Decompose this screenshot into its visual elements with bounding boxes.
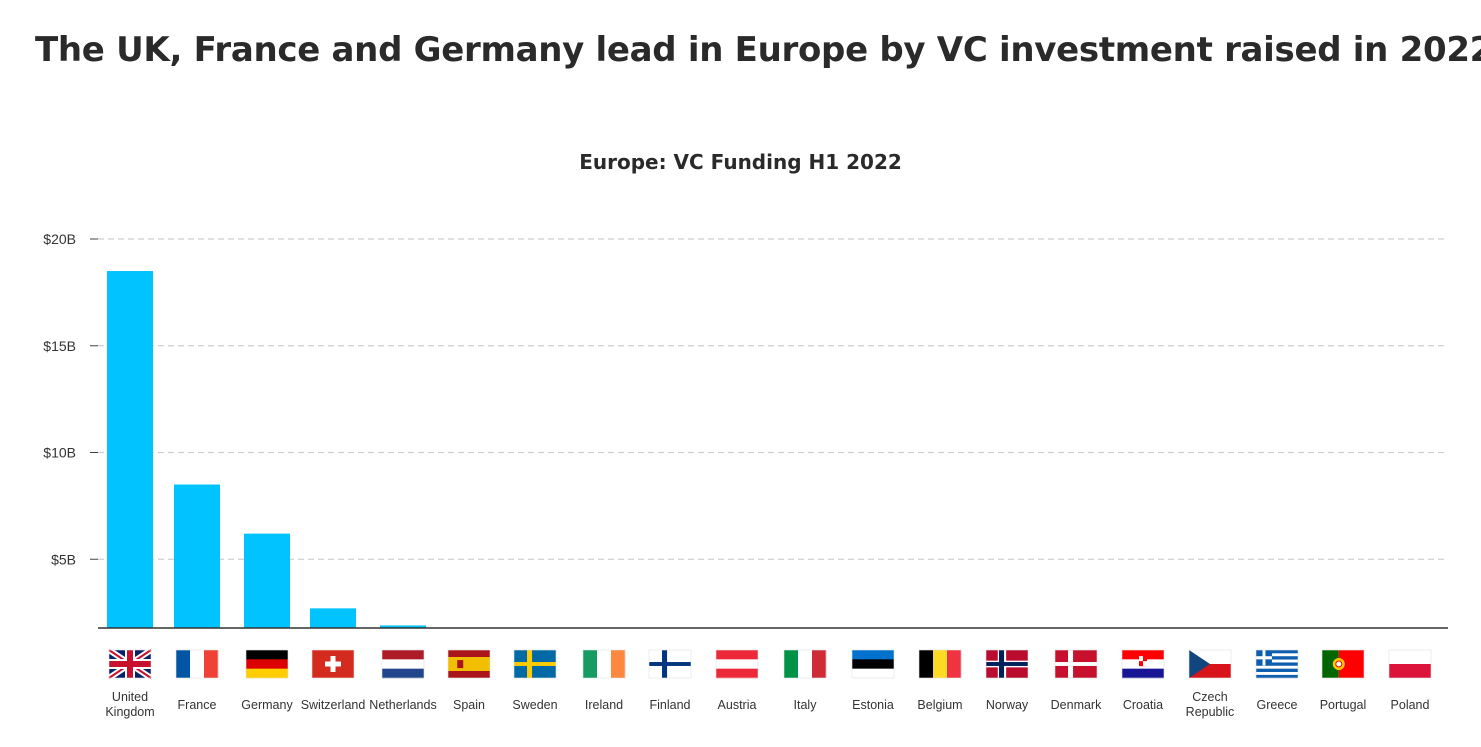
x-tick-label: Estonia xyxy=(852,698,894,712)
x-tick-label: Portugal xyxy=(1320,698,1367,712)
y-tick-label: $15B xyxy=(43,338,76,354)
italy-flag-icon xyxy=(783,649,827,679)
x-tick-label: United xyxy=(112,690,148,704)
norway-flag-icon xyxy=(985,649,1029,679)
x-tick-label: Republic xyxy=(1186,705,1235,719)
croatia-flag-icon xyxy=(1121,649,1165,679)
czech-flag-icon xyxy=(1188,649,1232,679)
x-tick-label: Kingdom xyxy=(105,705,154,719)
poland-flag-icon xyxy=(1388,649,1432,679)
bar xyxy=(310,608,356,628)
chart-title: Europe: VC Funding H1 2022 xyxy=(579,150,902,174)
x-tick-label: Croatia xyxy=(1123,698,1163,712)
x-tick-label: Norway xyxy=(986,698,1029,712)
sweden-flag-icon xyxy=(513,649,557,679)
switzerland-flag-icon xyxy=(311,649,355,679)
greece-flag-icon xyxy=(1255,649,1299,679)
finland-flag-icon xyxy=(648,649,692,679)
denmark-flag-icon xyxy=(1054,649,1098,679)
bar xyxy=(107,271,153,628)
bar xyxy=(244,533,290,628)
spain-flag-icon xyxy=(447,649,491,679)
x-tick-label: Finland xyxy=(650,698,691,712)
x-tick-label: Spain xyxy=(453,698,485,712)
y-tick-label: $5B xyxy=(51,551,76,567)
y-tick-label: $20B xyxy=(43,231,76,247)
x-tick-label: Switzerland xyxy=(301,698,366,712)
x-tick-label: Belgium xyxy=(917,698,962,712)
x-tick-label: Austria xyxy=(718,698,757,712)
ireland-flag-icon xyxy=(582,649,626,679)
uk-flag-icon xyxy=(107,647,153,681)
netherlands-flag-icon xyxy=(381,649,425,679)
bar xyxy=(380,625,426,628)
austria-flag-icon xyxy=(715,649,759,679)
x-tick-label: Netherlands xyxy=(369,698,436,712)
x-tick-label: Greece xyxy=(1257,698,1298,712)
portugal-flag-icon xyxy=(1321,649,1365,679)
x-tick-label: Ireland xyxy=(585,698,623,712)
x-tick-label: Italy xyxy=(794,698,818,712)
x-tick-label: Denmark xyxy=(1051,698,1102,712)
x-tick-label: Czech xyxy=(1192,690,1227,704)
x-tick-label: France xyxy=(178,698,217,712)
x-tick-label: Poland xyxy=(1391,698,1430,712)
y-tick-label: $10B xyxy=(43,445,76,461)
x-tick-label: Germany xyxy=(241,698,293,712)
germany-flag-icon xyxy=(245,649,289,679)
bar xyxy=(174,484,220,628)
page-headline: The UK, France and Germany lead in Europ… xyxy=(35,30,1481,70)
estonia-flag-icon xyxy=(851,649,895,679)
x-tick-label: Sweden xyxy=(512,698,557,712)
france-flag-icon xyxy=(175,649,219,679)
belgium-flag-icon xyxy=(918,649,962,679)
